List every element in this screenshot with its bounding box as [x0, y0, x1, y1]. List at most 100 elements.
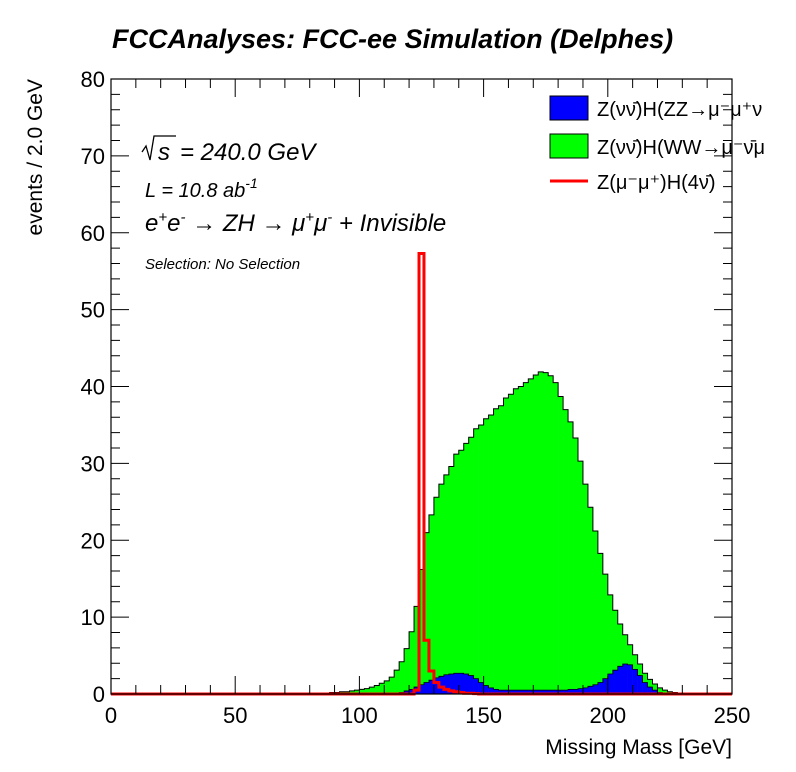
sqrt-s-label: s: [158, 139, 170, 166]
bar-ww-160: [508, 394, 514, 691]
bar-zz-214: [642, 682, 648, 694]
bar-ww-102: [364, 688, 370, 694]
bar-zz-124: [419, 684, 425, 694]
bar-zz-118: [404, 690, 410, 694]
bar-ww-104: [369, 687, 375, 694]
bar-ww-122: [414, 606, 420, 688]
bar-ww-178: [553, 382, 559, 691]
bar-ww-190: [582, 484, 589, 688]
bar-ww-218: [652, 684, 658, 691]
bar-zz-206: [622, 664, 628, 694]
bar-zz-202: [612, 670, 619, 694]
bar-ww-118: [404, 648, 410, 691]
bar-zz-190: [582, 687, 589, 694]
bar-zz-218: [652, 690, 658, 694]
bar-zz-188: [577, 688, 584, 694]
y-tick-label-50: 50: [81, 298, 105, 323]
bar-zz-138: [453, 673, 460, 694]
y-tick-label-10: 10: [81, 605, 105, 630]
legend-label-signal: Z(μ⁻μ⁺)H(4ν̄): [597, 172, 716, 194]
sqrt-s-value: = 240.0 GeV: [180, 139, 317, 166]
bar-ww-202: [612, 610, 619, 671]
bar-zz-192: [587, 686, 594, 694]
bar-ww-184: [568, 421, 574, 690]
bar-ww-200: [607, 594, 614, 675]
bar-zz-178: [553, 690, 559, 694]
y-tick-label-60: 60: [81, 221, 105, 246]
bar-ww-116: [399, 661, 405, 693]
y-tick-label-40: 40: [81, 375, 105, 400]
bar-ww-154: [493, 408, 499, 690]
bar-ww-106: [374, 685, 380, 694]
y-tick-label-80: 80: [81, 67, 105, 92]
bar-zz-166: [523, 690, 529, 694]
bar-ww-134: [443, 474, 450, 675]
bar-zz-210: [632, 669, 638, 694]
bar-zz-140: [458, 673, 465, 694]
bar-zz-174: [543, 690, 549, 694]
x-tick-label-0: 0: [105, 703, 117, 728]
bar-ww-210: [632, 654, 638, 670]
bar-ww-142: [463, 443, 469, 675]
bar-zz-196: [597, 682, 604, 694]
bar-ww-126: [423, 532, 430, 683]
bar-ww-146: [473, 428, 479, 679]
bar-zz-216: [647, 687, 653, 694]
bar-ww-158: [503, 398, 509, 691]
bar-zz-176: [548, 690, 554, 694]
bar-ww-174: [543, 372, 549, 691]
bar-ww-220: [657, 687, 663, 693]
bar-ww-180: [558, 396, 564, 691]
bar-ww-148: [478, 424, 484, 683]
bar-zz-212: [637, 675, 643, 694]
bar-zz-128: [428, 680, 435, 694]
bar-ww-182: [563, 409, 569, 691]
x-tick-label-100: 100: [341, 703, 378, 728]
bar-ww-186: [573, 438, 579, 690]
bar-ww-152: [488, 414, 494, 688]
bar-zz-182: [563, 690, 569, 694]
bar-zz-164: [518, 690, 524, 694]
x-tick-label-200: 200: [589, 703, 626, 728]
bar-zz-200: [607, 674, 614, 694]
bar-ww-120: [409, 631, 415, 690]
bar-ww-98: [354, 690, 360, 694]
bar-zz-198: [602, 678, 609, 694]
bar-ww-156: [498, 405, 504, 691]
legend-swatch-zz: [549, 95, 589, 121]
histogram-bars: [111, 371, 732, 695]
bar-zz-156: [498, 690, 504, 694]
bar-zz-154: [493, 689, 499, 694]
bar-ww-150: [483, 418, 489, 686]
bar-zz-158: [503, 690, 509, 694]
bar-zz-208: [627, 664, 633, 694]
bar-ww-136: [448, 466, 455, 675]
selection-annotation: Selection: No Selection: [145, 256, 300, 273]
x-tick-label-150: 150: [465, 703, 502, 728]
bar-ww-128: [428, 514, 435, 681]
bar-zz-186: [573, 689, 579, 694]
bar-ww-212: [637, 664, 643, 676]
bar-ww-222: [662, 690, 668, 694]
y-tick-label-70: 70: [81, 144, 105, 169]
bar-ww-132: [438, 484, 445, 677]
bar-ww-172: [538, 371, 544, 691]
bar-ww-192: [587, 507, 594, 687]
bar-ww-198: [602, 574, 609, 679]
bar-ww-168: [528, 378, 534, 691]
bar-zz-132: [438, 676, 445, 694]
bar-zz-126: [423, 682, 430, 694]
bar-ww-110: [384, 680, 390, 694]
bar-ww-216: [647, 679, 653, 688]
legend-label-ww: Z(νν̄)H(WW→μ⁻ν̄μ: [597, 137, 765, 159]
bar-ww-162: [513, 388, 519, 691]
bar-ww-194: [592, 531, 599, 685]
bar-zz-170: [533, 690, 539, 694]
bar-ww-214: [642, 673, 648, 683]
bar-zz-142: [463, 674, 469, 694]
bar-zz-146: [473, 678, 479, 694]
process-annotation: e+e- → ZH → μ+μ- + Invisible: [145, 209, 446, 237]
bar-ww-112: [389, 677, 395, 694]
bar-zz-152: [488, 687, 494, 694]
bar-zz-134: [443, 674, 450, 694]
